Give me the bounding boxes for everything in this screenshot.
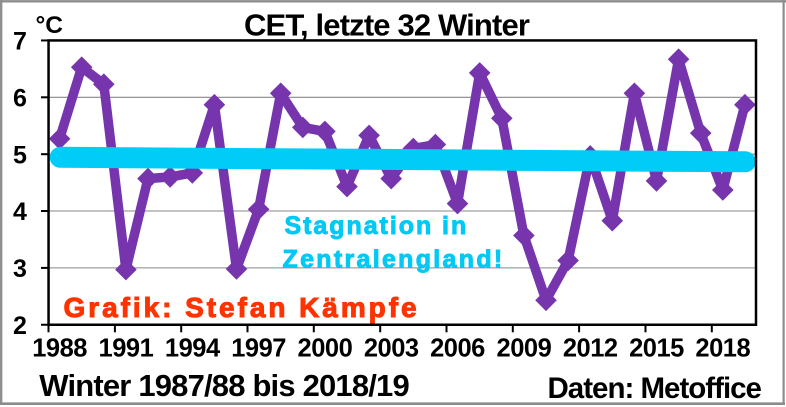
svg-text:7: 7 (13, 28, 27, 56)
svg-text:2018: 2018 (695, 335, 750, 363)
svg-text:°C: °C (36, 12, 64, 39)
svg-text:CET, letzte 32 Winter: CET, letzte 32 Winter (244, 8, 530, 43)
svg-text:Winter 1987/88 bis 2018/19: Winter 1987/88 bis 2018/19 (39, 368, 409, 403)
svg-text:Stagnation in: Stagnation in (285, 212, 469, 240)
svg-text:Zentralengland!: Zentralengland! (283, 245, 505, 273)
svg-text:Daten: Metoffice: Daten: Metoffice (548, 372, 762, 405)
svg-text:2009: 2009 (497, 335, 552, 363)
svg-text:2003: 2003 (364, 335, 419, 363)
svg-text:2012: 2012 (563, 335, 618, 363)
svg-text:Grafik: Stefan Kämpfe: Grafik: Stefan Kämpfe (64, 292, 420, 323)
svg-text:1991: 1991 (99, 335, 154, 363)
svg-text:5: 5 (13, 141, 27, 169)
svg-text:2: 2 (13, 312, 27, 340)
svg-text:2006: 2006 (430, 335, 485, 363)
svg-text:1997: 1997 (231, 335, 286, 363)
svg-text:1994: 1994 (165, 335, 221, 363)
svg-text:2015: 2015 (629, 335, 684, 363)
svg-text:4: 4 (13, 198, 27, 226)
svg-text:3: 3 (13, 255, 27, 283)
svg-text:1988: 1988 (32, 335, 87, 363)
svg-text:2000: 2000 (298, 335, 353, 363)
svg-text:6: 6 (13, 84, 27, 112)
